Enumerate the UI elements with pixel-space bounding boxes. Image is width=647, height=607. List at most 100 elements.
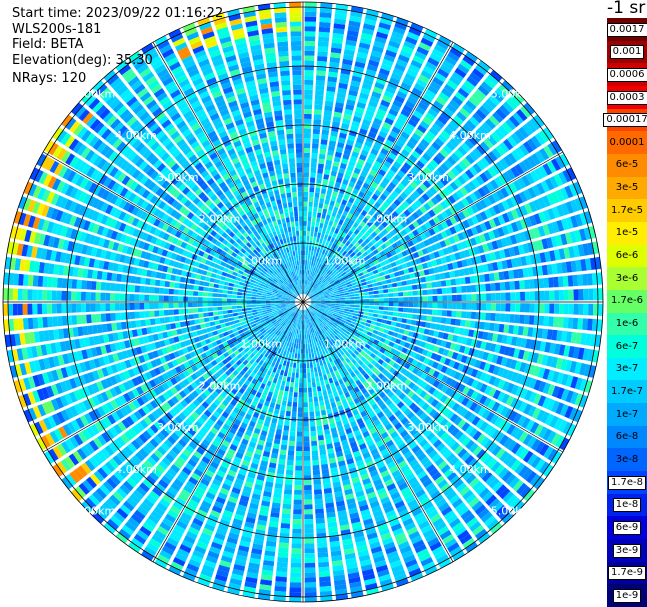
ray-gate [296, 363, 300, 369]
ray-gate [449, 253, 457, 262]
ray-gate [300, 344, 303, 349]
ray-gate [320, 277, 325, 282]
ray-gate [415, 277, 422, 284]
ray-gate [351, 75, 362, 83]
ray-gate [376, 246, 383, 253]
ray-gate [527, 405, 537, 417]
ray-gate [358, 191, 365, 198]
ray-gate [332, 191, 338, 197]
ray-gate [594, 256, 602, 270]
ray-gate [472, 147, 483, 159]
ray-gate [372, 213, 380, 220]
ray-gate [340, 304, 345, 307]
ray-gate [393, 307, 399, 312]
ray-gate [428, 145, 438, 155]
ray-gate [471, 92, 483, 104]
ray-gate [359, 275, 365, 280]
ray-gate [363, 205, 371, 213]
ray-gate [331, 315, 337, 319]
ray-gate [354, 302, 360, 305]
ray-gate [510, 303, 516, 312]
ray-gate [590, 257, 597, 270]
ray-gate [413, 296, 419, 302]
ray-gate [482, 101, 494, 113]
ray-gate [324, 429, 331, 435]
ray-gate [481, 121, 493, 133]
ray-gate [510, 426, 520, 438]
ray-gate [362, 217, 369, 224]
ray-gate [435, 354, 442, 362]
ray-gate [296, 446, 303, 452]
ray-gate [570, 331, 577, 344]
ray-gate [455, 319, 461, 326]
ray-gate [464, 139, 475, 150]
ray-gate [325, 229, 330, 236]
ray-gate [299, 363, 303, 369]
ray-gate [328, 71, 338, 78]
ray-gate [575, 377, 583, 390]
ray-gate [303, 206, 308, 212]
ray-gate [310, 281, 314, 287]
ray-gate [480, 157, 490, 168]
ray-gate [358, 254, 365, 260]
ray-gate [415, 320, 422, 327]
ray-gate [336, 177, 343, 184]
ray-gate [514, 193, 524, 205]
ray-gate [336, 283, 342, 287]
ray-gate [305, 250, 309, 256]
ray-gate [493, 323, 500, 332]
ray-gate [303, 339, 305, 345]
ray-gate [392, 254, 399, 261]
ray-gate [561, 218, 569, 231]
ray-gate [303, 186, 309, 192]
ray-gate [342, 238, 348, 245]
ray-gate [426, 282, 432, 289]
ray-gate [337, 172, 344, 179]
ray-gate [337, 142, 345, 149]
ray-gate [425, 149, 435, 158]
ray-gate [314, 284, 318, 289]
ray-gate [357, 338, 363, 344]
ray-gate [307, 343, 311, 349]
ray-gate [379, 68, 390, 76]
ray-gate [548, 277, 554, 288]
ray-gate [547, 208, 556, 220]
ray-gate [322, 124, 330, 131]
ray-gate [381, 343, 388, 350]
ray-gate [276, 473, 284, 480]
ray-gate [419, 233, 427, 241]
ray-gate [330, 260, 336, 266]
ray-gate [441, 287, 447, 294]
ray-gate [374, 81, 385, 90]
ray-gate [568, 407, 578, 421]
ray-gate [320, 305, 326, 308]
ray-gate [479, 395, 488, 405]
ray-gate [594, 334, 602, 348]
ray-gate [499, 434, 509, 446]
ray-gate [483, 77, 496, 89]
ray-gate [513, 180, 522, 191]
ray-gate [506, 370, 514, 381]
ray-gate [382, 189, 391, 197]
ray-gate [466, 294, 472, 301]
ray-gate [542, 224, 551, 236]
ray-gate [572, 274, 579, 287]
ray-gate [316, 237, 320, 243]
ray-gate [378, 152, 387, 160]
ray-gate [469, 358, 477, 367]
ray-gate [304, 567, 316, 573]
ray-gate [512, 112, 524, 125]
ray-gate [303, 344, 306, 349]
ray-gate [338, 230, 344, 236]
ray-gate [372, 249, 379, 255]
ray-gate [303, 191, 309, 197]
ray-gate [315, 80, 325, 86]
ray-gate [312, 289, 317, 294]
ray-gate [426, 336, 433, 343]
ray-gate [314, 494, 323, 500]
ray-gate [309, 306, 314, 310]
ray-gate [348, 312, 354, 316]
ray-gate [549, 342, 556, 354]
ray-gate [551, 433, 561, 446]
ray-gate [562, 169, 572, 183]
